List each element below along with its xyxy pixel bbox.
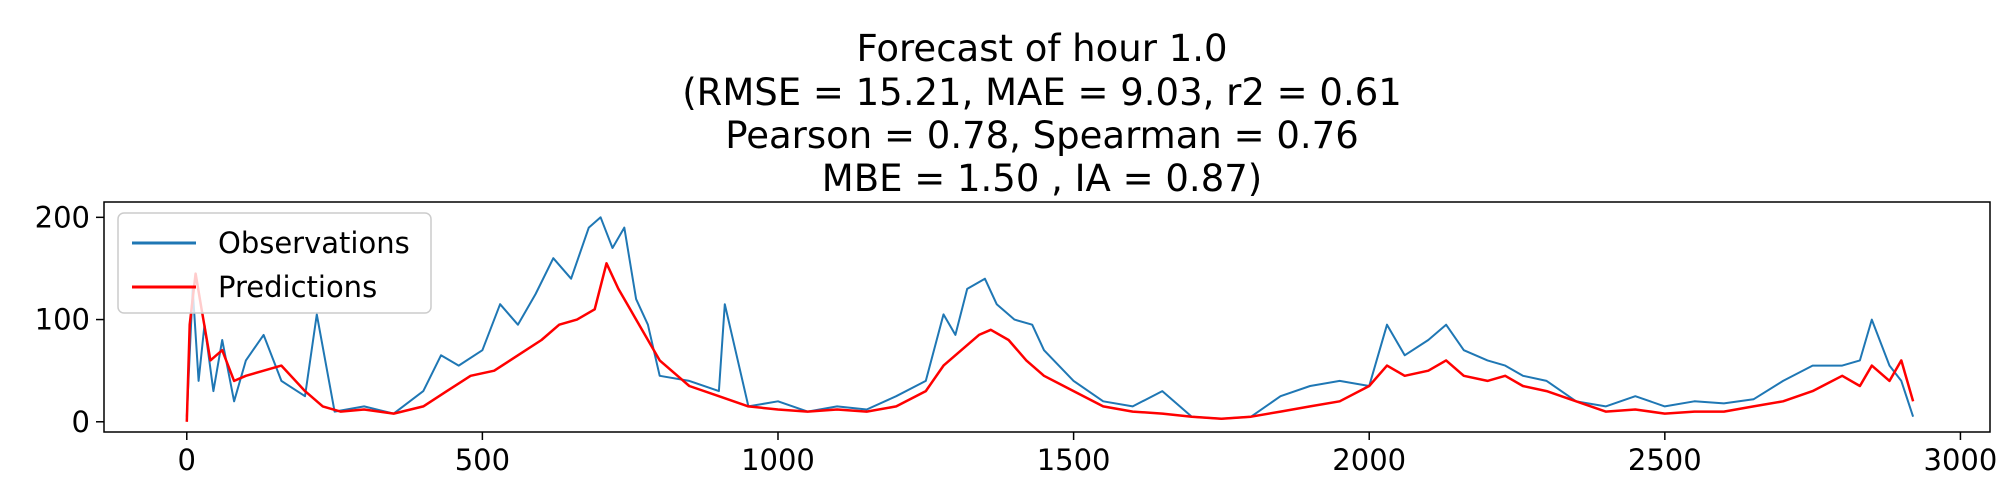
legend-label-observations: Observations [218,226,410,260]
x-tick-label: 2000 [1332,443,1406,477]
series-line-observations [185,216,1915,420]
legend: Observations Predictions [117,212,432,314]
x-tick-label: 2500 [1628,443,1702,477]
plot-frame [103,201,1991,433]
legend-label-predictions: Predictions [218,270,377,304]
series-layer [185,216,1915,422]
x-tick-label: 1000 [741,443,815,477]
x-axis: 0 500 1000 1500 2000 2500 3000 [178,432,1998,477]
title-line-4: MBE = 1.50 , IA = 0.87) [822,157,1262,200]
legend-box [117,212,432,314]
title-line-2: (RMSE = 15.21, MAE = 9.03, r2 = 0.61 [682,71,1402,114]
y-axis: 0 100 200 [35,200,104,439]
x-tick-label: 0 [178,443,196,477]
y-tick-label: 200 [35,200,90,234]
series-line-predictions [185,262,1915,422]
y-tick-label: 0 [72,405,90,439]
chart-title: Forecast of hour 1.0 (RMSE = 15.21, MAE … [682,27,1402,200]
x-tick-label: 3000 [1924,443,1998,477]
title-line-3: Pearson = 0.78, Spearman = 0.76 [725,114,1358,157]
x-tick-label: 1500 [1037,443,1111,477]
title-line-1: Forecast of hour 1.0 [856,27,1227,70]
y-tick-label: 100 [35,303,90,337]
x-tick-label: 500 [455,443,510,477]
